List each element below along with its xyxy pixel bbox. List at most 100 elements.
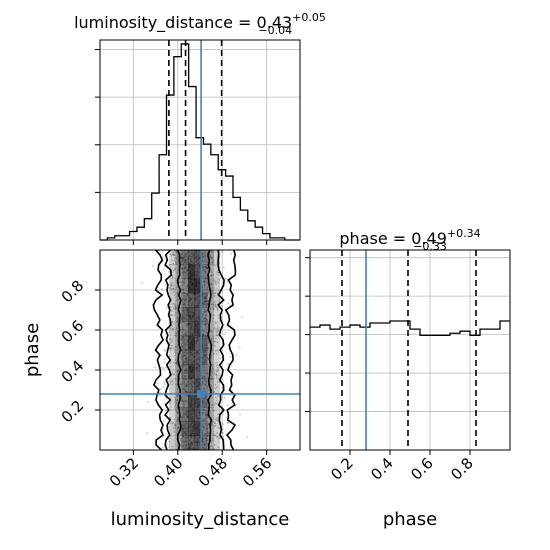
joint-density-scatter-point — [176, 399, 179, 402]
joint-density-scatter-point — [169, 416, 172, 419]
joint-density-scatter-point — [207, 341, 210, 344]
joint-density-scatter-point — [181, 326, 184, 329]
luminosity-distance-title-value: 0.43 — [257, 13, 293, 32]
joint-density-scatter-point — [174, 404, 177, 407]
joint-density-cell — [194, 364, 202, 379]
joint-density-scatter-point — [210, 290, 213, 293]
joint-density-scatter-point — [181, 399, 184, 401]
joint-density-scatter-point — [216, 364, 218, 367]
joint-density-cell — [169, 321, 176, 337]
joint-density-scatter-point — [211, 330, 214, 333]
joint-density-scatter-point — [216, 435, 218, 438]
joint-density-cell — [188, 335, 195, 351]
joint-density-scatter-point — [206, 415, 209, 418]
joint-density-scatter-point — [207, 416, 210, 419]
joint-density-cell — [181, 335, 189, 351]
joint-density-scatter-point — [222, 266, 225, 269]
joint-density-scatter-point — [210, 354, 213, 356]
joint-density-scatter-point — [180, 342, 183, 345]
joint-density-scatter-point — [160, 355, 163, 357]
joint-density-scatter-point — [216, 381, 219, 383]
joint-density-cell — [213, 307, 221, 322]
joint-density-cell — [169, 264, 176, 279]
phase-ytick-label: 0.6 — [58, 317, 88, 347]
joint-density-scatter-point — [229, 355, 232, 358]
joint-density-cell — [181, 407, 189, 422]
joint-density-scatter-point — [174, 348, 177, 351]
joint-density-cell — [207, 250, 214, 265]
joint-density-cell — [207, 435, 214, 450]
joint-density-scatter-point — [210, 303, 213, 306]
joint-density-scatter-point — [202, 387, 205, 390]
joint-density-cell — [188, 350, 195, 365]
joint-density-scatter-point — [176, 419, 179, 422]
joint-density-scatter-point — [215, 353, 218, 355]
joint-density-scatter-point — [172, 291, 175, 293]
joint-density-scatter-point — [179, 280, 182, 283]
joint-density-scatter-point — [174, 307, 177, 310]
joint-density-scatter-point — [203, 378, 206, 381]
joint-density-scatter-point — [162, 367, 165, 370]
joint-density-scatter-point — [213, 409, 216, 412]
joint-density-scatter-point — [147, 401, 150, 403]
joint-density-scatter-point — [202, 330, 205, 333]
phase-xtick-label: 0.2 — [327, 454, 357, 484]
joint-density-scatter-point — [168, 263, 171, 266]
joint-density-scatter-point — [215, 402, 218, 405]
joint-density-scatter-point — [171, 344, 173, 347]
joint-density-scatter-point — [211, 261, 214, 264]
joint-density-scatter-point — [175, 320, 178, 323]
joint-density-scatter-point — [209, 283, 212, 286]
joint-density-scatter-point — [174, 267, 177, 270]
joint-density-scatter-point — [176, 295, 179, 297]
joint-density-scatter-point — [176, 412, 179, 414]
joint-density-cell — [213, 350, 221, 365]
joint-density-cell — [200, 307, 208, 322]
joint-density-scatter-point — [217, 413, 220, 416]
joint-density-scatter-point — [213, 303, 216, 305]
joint-density-scatter-point — [174, 354, 177, 357]
joint-density-scatter-point — [204, 278, 207, 281]
joint-density-scatter-point — [221, 431, 224, 434]
joint-density-scatter-point — [179, 439, 182, 442]
joint-density-scatter-point — [239, 413, 241, 416]
joint-density-scatter-point — [214, 387, 216, 390]
joint-density-scatter-point — [211, 437, 214, 440]
joint-density-scatter-point — [203, 379, 206, 382]
joint-density-cell — [200, 421, 208, 437]
joint-density-scatter-point — [169, 402, 172, 405]
joint-density-scatter-point — [204, 411, 207, 414]
joint-density-scatter-point — [213, 404, 216, 406]
joint-density-scatter-point — [218, 437, 220, 440]
joint-density-scatter-point — [206, 319, 209, 322]
joint-density-scatter-point — [172, 262, 175, 265]
joint-density-scatter-point — [179, 383, 182, 386]
joint-density-scatter-point — [159, 388, 162, 391]
joint-density-scatter-point — [210, 256, 212, 259]
joint-density-scatter-point — [213, 301, 216, 304]
joint-density-scatter-point — [168, 440, 171, 443]
joint-density-scatter-point — [176, 362, 179, 365]
joint-density-scatter-point — [159, 394, 161, 397]
joint-density-scatter-point — [217, 329, 219, 332]
joint-density-scatter-point — [207, 372, 209, 375]
joint-density-scatter-point — [220, 409, 223, 412]
joint-density-scatter-point — [171, 310, 174, 312]
joint-density-scatter-point — [215, 306, 218, 309]
joint-density-scatter-point — [214, 401, 217, 404]
phase-hist-yticks — [305, 257, 310, 413]
joint-density-scatter-point — [215, 374, 218, 377]
phase-ytick-label: 0.2 — [58, 397, 88, 427]
joint-density-scatter-point — [162, 385, 165, 388]
joint-density-scatter-point — [214, 383, 217, 386]
joint-density-scatter-point — [167, 425, 170, 428]
joint-density-scatter-point — [216, 334, 219, 337]
joint-density-scatter-point — [216, 274, 219, 276]
joint-density-scatter-point — [209, 274, 212, 277]
joint-density-scatter-point — [209, 412, 212, 415]
joint-density-scatter-point — [174, 334, 177, 337]
joint-density-scatter-point — [211, 283, 214, 286]
joint-density-scatter-point — [175, 409, 177, 412]
joint-density-scatter-point — [215, 361, 218, 364]
joint-density-scatter-point — [211, 433, 214, 436]
